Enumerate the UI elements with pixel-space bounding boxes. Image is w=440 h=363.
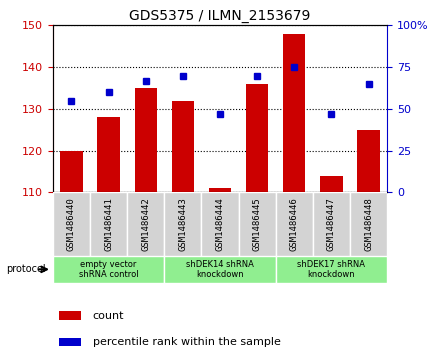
Bar: [172, 101, 194, 192]
Bar: [97, 117, 120, 192]
Text: GSM1486445: GSM1486445: [253, 197, 262, 251]
Bar: [53, 192, 90, 256]
Text: GSM1486440: GSM1486440: [67, 197, 76, 251]
Text: GSM1486444: GSM1486444: [216, 197, 224, 251]
Bar: [127, 192, 164, 256]
Text: percentile rank within the sample: percentile rank within the sample: [93, 337, 280, 347]
Bar: [283, 34, 305, 192]
Text: GSM1486443: GSM1486443: [178, 197, 187, 251]
Bar: [313, 192, 350, 256]
Bar: [59, 338, 81, 346]
Bar: [276, 192, 313, 256]
Text: GSM1486446: GSM1486446: [290, 197, 299, 251]
Bar: [135, 88, 157, 192]
Bar: [59, 311, 81, 320]
Bar: [357, 130, 380, 192]
Text: GSM1486448: GSM1486448: [364, 197, 373, 251]
Bar: [60, 151, 83, 192]
Text: shDEK17 shRNA
knockdown: shDEK17 shRNA knockdown: [297, 260, 366, 279]
Text: empty vector
shRNA control: empty vector shRNA control: [79, 260, 138, 279]
Text: protocol: protocol: [7, 264, 46, 274]
Bar: [202, 192, 238, 256]
Bar: [246, 84, 268, 192]
Bar: [90, 192, 127, 256]
Text: GSM1486447: GSM1486447: [327, 197, 336, 251]
Bar: [238, 192, 276, 256]
Bar: [276, 256, 387, 283]
Bar: [164, 192, 202, 256]
Bar: [320, 176, 343, 192]
Bar: [209, 188, 231, 192]
Bar: [350, 192, 387, 256]
Text: GSM1486441: GSM1486441: [104, 197, 113, 251]
Bar: [53, 256, 164, 283]
Text: count: count: [93, 311, 124, 321]
Title: GDS5375 / ILMN_2153679: GDS5375 / ILMN_2153679: [129, 9, 311, 23]
Bar: [164, 256, 276, 283]
Text: GSM1486442: GSM1486442: [141, 197, 150, 251]
Text: shDEK14 shRNA
knockdown: shDEK14 shRNA knockdown: [186, 260, 254, 279]
